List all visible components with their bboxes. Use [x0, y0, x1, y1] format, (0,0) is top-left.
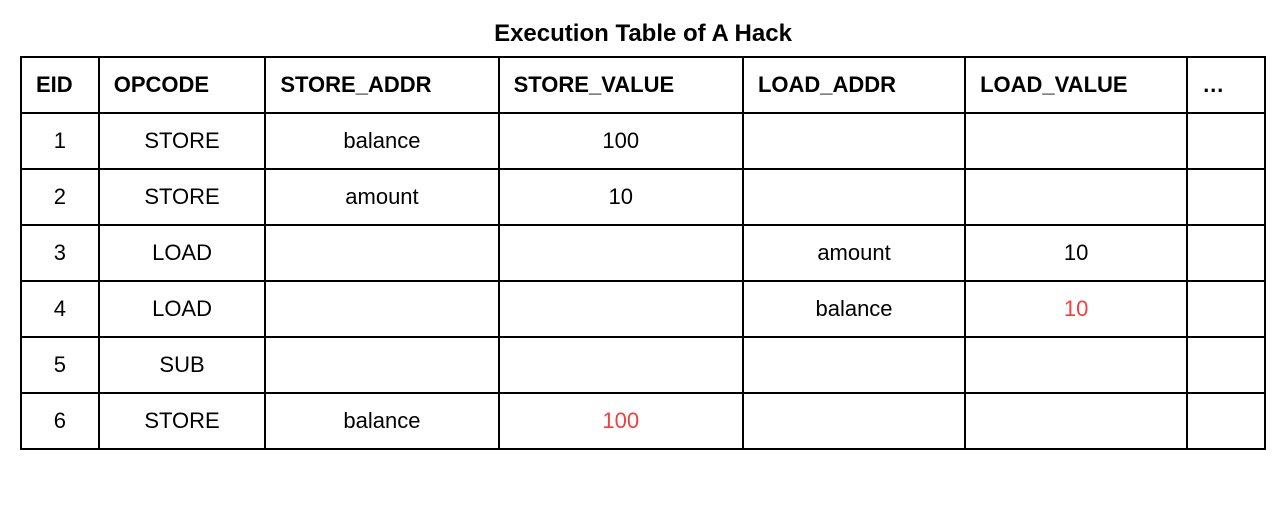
- table-row: 5 SUB: [21, 337, 1265, 393]
- cell-load-value: [965, 169, 1187, 225]
- cell-opcode: SUB: [99, 337, 266, 393]
- cell-store-addr: [265, 281, 498, 337]
- cell-more: [1187, 225, 1265, 281]
- cell-store-value: 100: [499, 113, 743, 169]
- cell-eid: 2: [21, 169, 99, 225]
- table-body: 1 STORE balance 100 2 STORE amount 10 3 …: [21, 113, 1265, 449]
- table-header-row: EID OPCODE STORE_ADDR STORE_VALUE LOAD_A…: [21, 57, 1265, 113]
- cell-opcode: LOAD: [99, 281, 266, 337]
- cell-store-addr: [265, 337, 498, 393]
- table-row: 2 STORE amount 10: [21, 169, 1265, 225]
- cell-more: [1187, 113, 1265, 169]
- cell-load-value: [965, 393, 1187, 449]
- table-header: EID OPCODE STORE_ADDR STORE_VALUE LOAD_A…: [21, 57, 1265, 113]
- cell-store-value: 100: [499, 393, 743, 449]
- cell-eid: 3: [21, 225, 99, 281]
- cell-load-addr: [743, 169, 965, 225]
- table-title: Execution Table of A Hack: [20, 20, 1266, 48]
- column-header-store-addr: STORE_ADDR: [265, 57, 498, 113]
- column-header-eid: EID: [21, 57, 99, 113]
- column-header-opcode: OPCODE: [99, 57, 266, 113]
- cell-more: [1187, 281, 1265, 337]
- cell-store-addr: amount: [265, 169, 498, 225]
- table-row: 1 STORE balance 100: [21, 113, 1265, 169]
- cell-opcode: STORE: [99, 113, 266, 169]
- cell-store-value: [499, 281, 743, 337]
- cell-store-value: 10: [499, 169, 743, 225]
- cell-more: [1187, 169, 1265, 225]
- cell-opcode: STORE: [99, 169, 266, 225]
- execution-table-container: Execution Table of A Hack EID OPCODE STO…: [20, 20, 1266, 450]
- cell-eid: 6: [21, 393, 99, 449]
- cell-store-addr: balance: [265, 393, 498, 449]
- cell-store-addr: [265, 225, 498, 281]
- cell-eid: 1: [21, 113, 99, 169]
- cell-load-addr: balance: [743, 281, 965, 337]
- cell-load-value: [965, 113, 1187, 169]
- cell-load-addr: [743, 393, 965, 449]
- cell-more: [1187, 337, 1265, 393]
- cell-eid: 5: [21, 337, 99, 393]
- table-row: 6 STORE balance 100: [21, 393, 1265, 449]
- cell-load-addr: amount: [743, 225, 965, 281]
- cell-store-addr: balance: [265, 113, 498, 169]
- column-header-store-value: STORE_VALUE: [499, 57, 743, 113]
- cell-eid: 4: [21, 281, 99, 337]
- cell-opcode: LOAD: [99, 225, 266, 281]
- column-header-load-addr: LOAD_ADDR: [743, 57, 965, 113]
- table-row: 4 LOAD balance 10: [21, 281, 1265, 337]
- cell-load-value: [965, 337, 1187, 393]
- cell-store-value: [499, 337, 743, 393]
- cell-store-value: [499, 225, 743, 281]
- cell-load-addr: [743, 337, 965, 393]
- cell-more: [1187, 393, 1265, 449]
- cell-load-value: 10: [965, 281, 1187, 337]
- cell-load-addr: [743, 113, 965, 169]
- execution-table: EID OPCODE STORE_ADDR STORE_VALUE LOAD_A…: [20, 56, 1266, 450]
- column-header-load-value: LOAD_VALUE: [965, 57, 1187, 113]
- column-header-more: …: [1187, 57, 1265, 113]
- cell-load-value: 10: [965, 225, 1187, 281]
- cell-opcode: STORE: [99, 393, 266, 449]
- table-row: 3 LOAD amount 10: [21, 225, 1265, 281]
